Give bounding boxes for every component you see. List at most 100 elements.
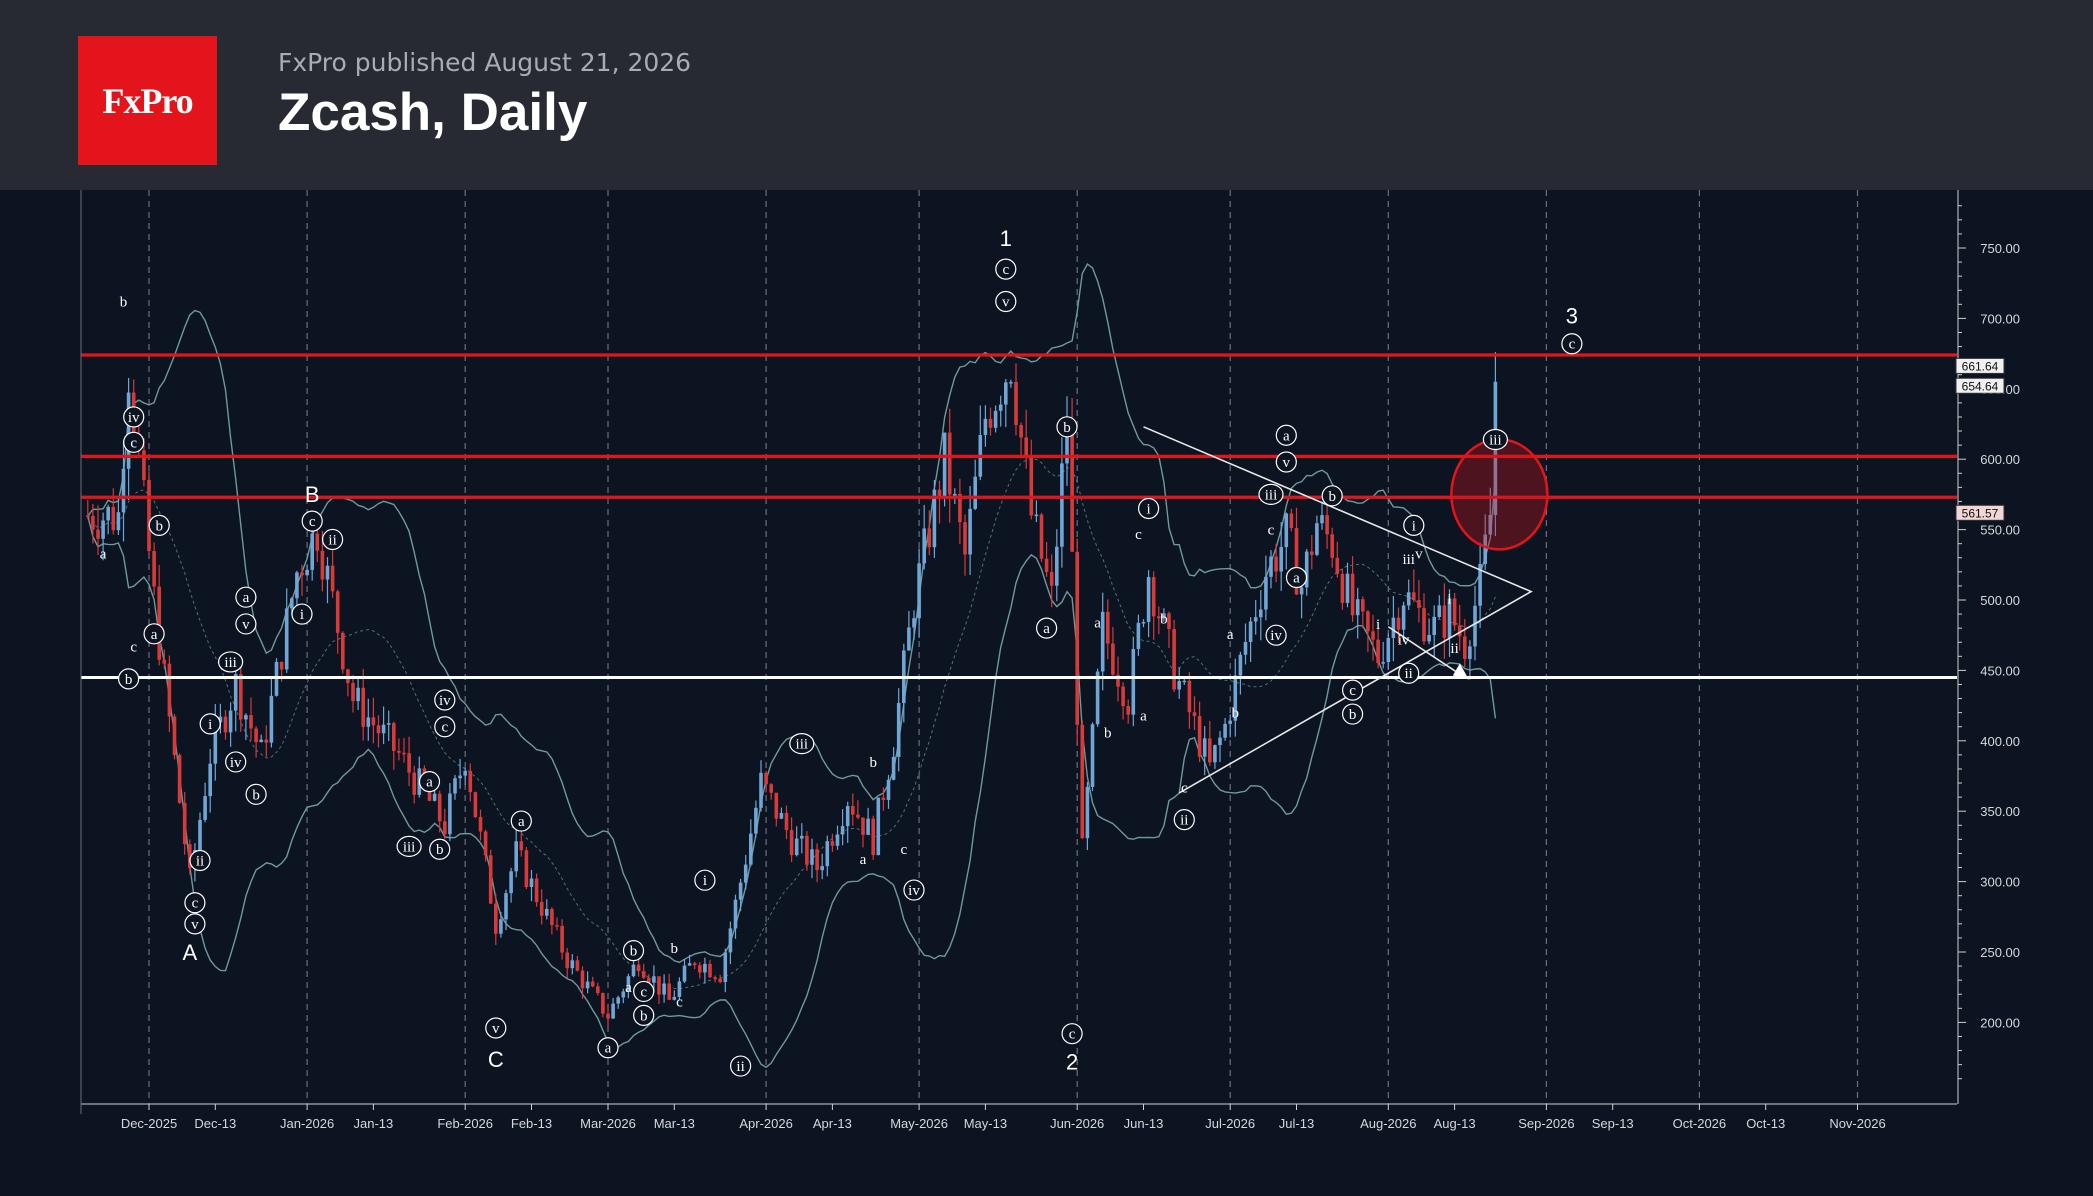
candle-body bbox=[142, 450, 146, 480]
wave-label: c bbox=[1569, 337, 1576, 353]
wave-label: iv bbox=[439, 693, 451, 709]
x-tick-label: Aug-13 bbox=[1434, 1116, 1476, 1131]
candle-body bbox=[295, 572, 299, 599]
wave-label: ii bbox=[196, 853, 204, 869]
wave-label: v bbox=[191, 917, 199, 933]
candle-body bbox=[494, 903, 498, 934]
wave-label-circle bbox=[1341, 679, 1364, 701]
candle-body bbox=[483, 831, 488, 856]
candle-body bbox=[504, 893, 508, 920]
candle-body bbox=[1182, 680, 1187, 683]
wave-label: c bbox=[441, 720, 448, 736]
candle-body bbox=[565, 952, 569, 969]
candle-body bbox=[728, 928, 733, 953]
candle-body bbox=[942, 432, 947, 498]
wave-label-circle bbox=[1275, 424, 1297, 446]
candle-body bbox=[871, 818, 875, 856]
candle-body bbox=[1325, 515, 1329, 535]
y-tick-label: 550.00 bbox=[1980, 523, 2020, 538]
candle-body bbox=[1391, 617, 1396, 639]
candle-body bbox=[1320, 515, 1324, 524]
candle-body bbox=[743, 864, 748, 883]
candle-body bbox=[856, 814, 860, 818]
price-label-box bbox=[1955, 504, 2005, 521]
bollinger-middle bbox=[87, 457, 1496, 990]
candle-body bbox=[1488, 515, 1493, 535]
wave-label: i bbox=[1447, 592, 1451, 608]
y-tick-label: 250.00 bbox=[1980, 945, 2020, 960]
candle-body bbox=[1024, 437, 1028, 458]
candle-body bbox=[703, 963, 707, 973]
candle-body bbox=[1361, 599, 1365, 612]
candle-body bbox=[585, 981, 590, 989]
wave-label-circle bbox=[429, 838, 451, 860]
y-tick-label: 200.00 bbox=[1980, 1015, 2020, 1030]
header-bar: FxPro FxPro published August 21, 2026 Zc… bbox=[0, 0, 2093, 190]
candle-body bbox=[213, 722, 218, 764]
candle-body bbox=[749, 833, 753, 865]
candle-body bbox=[1208, 738, 1212, 763]
wave-label: ii bbox=[736, 1059, 744, 1075]
wave-label: b bbox=[640, 1008, 648, 1024]
candle-body bbox=[1100, 611, 1105, 672]
candle-body bbox=[514, 841, 518, 872]
candle-body bbox=[1055, 546, 1059, 586]
candle-body bbox=[111, 506, 116, 531]
candle-body bbox=[534, 878, 539, 903]
candle-body bbox=[1427, 634, 1431, 642]
candle-body bbox=[320, 550, 325, 580]
candle-body bbox=[126, 392, 131, 469]
wave-label-circle bbox=[225, 751, 247, 773]
candle-body bbox=[1009, 381, 1013, 384]
wave-label: c bbox=[640, 984, 647, 1000]
candle-body bbox=[1192, 712, 1197, 717]
candle-body bbox=[687, 963, 692, 966]
candle-body bbox=[1121, 686, 1125, 707]
wave-label-circle bbox=[510, 810, 532, 832]
candle-body bbox=[1004, 382, 1008, 405]
candle-body bbox=[1197, 716, 1202, 757]
wave-label-circle bbox=[622, 939, 645, 962]
wave-label-circle bbox=[434, 689, 456, 711]
wave-label: c bbox=[1002, 262, 1009, 278]
wave-label: a bbox=[151, 627, 158, 643]
candle-body bbox=[652, 976, 656, 983]
candle-body bbox=[1126, 706, 1130, 715]
wave-label: iii bbox=[1402, 552, 1415, 568]
wave-label: a bbox=[605, 1041, 612, 1057]
wave-label-circle bbox=[184, 892, 206, 914]
candle-body bbox=[1167, 613, 1171, 630]
candle-body bbox=[1218, 737, 1222, 746]
candle-body bbox=[203, 796, 207, 820]
y-tick-label: 450.00 bbox=[1980, 663, 2020, 678]
candle-body bbox=[1172, 629, 1176, 690]
wave-label-circle bbox=[995, 258, 1017, 280]
trend-drawings bbox=[1143, 426, 1549, 794]
candle-body bbox=[662, 983, 666, 995]
candle-body bbox=[437, 793, 442, 822]
candle-body bbox=[840, 826, 845, 835]
publish-line: FxPro published August 21, 2026 bbox=[278, 48, 692, 77]
candle-body bbox=[779, 812, 784, 819]
x-tick-label: Apr-13 bbox=[813, 1116, 852, 1131]
candle-body bbox=[152, 551, 156, 587]
candle-body bbox=[259, 739, 263, 743]
candle-body bbox=[764, 772, 768, 785]
wave-label-circle bbox=[633, 1004, 655, 1026]
price-label-box bbox=[1955, 357, 2005, 374]
wave-label: iv bbox=[908, 883, 920, 899]
candle-body bbox=[239, 674, 243, 720]
wave-label-circle bbox=[184, 913, 206, 935]
candle-body bbox=[1463, 636, 1467, 659]
candle-body bbox=[1335, 557, 1340, 574]
candle-body bbox=[672, 996, 677, 1000]
candle-body bbox=[443, 821, 447, 835]
candle-body bbox=[228, 710, 233, 733]
wave-label: v bbox=[242, 617, 250, 633]
wave-label: iii bbox=[1265, 487, 1278, 503]
wave-label-circle bbox=[396, 835, 422, 858]
candle-body bbox=[1473, 605, 1477, 647]
wave-label: v bbox=[1415, 547, 1423, 563]
wave-label-circle bbox=[1398, 662, 1420, 684]
candle-body bbox=[1106, 611, 1110, 644]
